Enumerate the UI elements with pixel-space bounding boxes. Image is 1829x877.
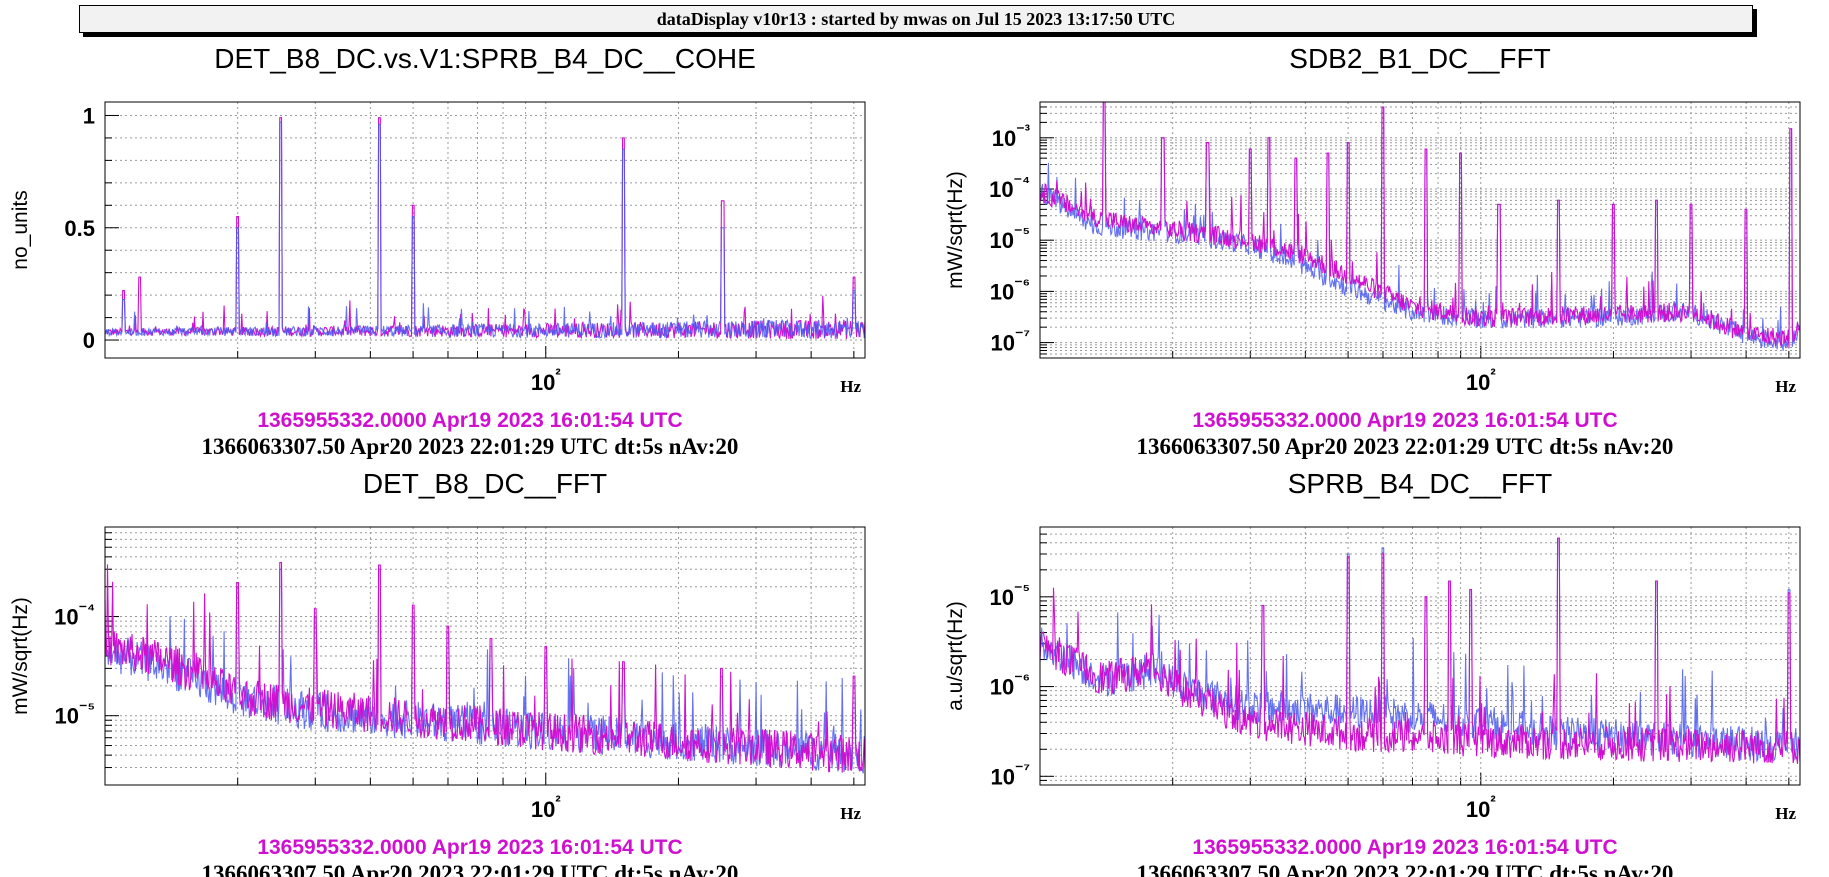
plot-frame [104,101,866,359]
reference-timestamp: 1365955332.0000 Apr19 2023 16:01:54 UTC [257,836,682,859]
y-axis-label: no_units [9,190,32,269]
current-timestamp: 1366063307.50 Apr20 2023 22:01:29 UTC dt… [1137,434,1674,459]
y-tick-label: 10⁻⁵ [990,582,1030,610]
y-axis-label: mW/sqrt(Hz) [9,597,32,715]
plot-frame [1039,526,1801,786]
y-tick-label: 10⁻⁶ [990,276,1030,304]
y-tick-label: 1 [83,103,95,128]
chart-title: DET_B8_DC__FFT [363,468,607,499]
chart-panel-1: DET_B8_DC.vs.V1:SPRB_B4_DC__COHE 0 0.5 1 10²… [9,43,866,459]
y-tick-label: 10⁻⁵ [990,225,1030,253]
series-reference-trace [1039,537,1801,764]
y-tick-label: 10⁻⁶ [990,672,1030,700]
series-reference-trace [104,562,866,773]
x-tick-label: 10² [1466,367,1496,395]
x-tick-label: 10² [531,367,561,395]
reference-timestamp: 1365955332.0000 Apr19 2023 16:01:54 UTC [1192,836,1617,859]
chart-panel-2: SDB2_B1_DC__FFT 10⁻⁷ 10⁻⁶ 10⁻⁵ 10⁻⁴ 10⁻³ 10² Hz… [944,43,1801,459]
current-timestamp: 1366063307.50 Apr20 2023 22:01:29 UTC dt… [1137,861,1674,877]
chart-title: DET_B8_DC.vs.V1:SPRB_B4_DC__COHE [214,43,756,74]
display-title: dataDisplay v10r13 : started by mwas on … [656,9,1176,29]
chart-panel-4: SPRB_B4_DC__FFT 10⁻⁷ 10⁻⁶ 10⁻⁵ 10² Hz a.u/sqrt… [944,468,1801,877]
plot-frame [1039,101,1801,359]
series-current-trace [1039,537,1801,763]
chart-title: SDB2_B1_DC__FFT [1289,43,1550,74]
y-tick-label: 0.5 [64,216,95,241]
series-reference-trace [104,117,866,340]
x-axis-unit-label: Hz [840,377,861,396]
reference-timestamp: 1365955332.0000 Apr19 2023 16:01:54 UTC [1192,409,1617,432]
y-tick-label: 10⁻⁷ [990,328,1030,356]
x-tick-label: 10² [531,794,561,822]
display-title-banner: dataDisplay v10r13 : started by mwas on … [79,5,1753,33]
y-tick-label: 10⁻³ [992,123,1030,151]
chart-title: SPRB_B4_DC__FFT [1288,468,1553,499]
y-axis-label: a.u/sqrt(Hz) [944,601,967,711]
current-timestamp: 1366063307.50 Apr20 2023 22:01:29 UTC dt… [202,434,739,459]
y-axis-label: mW/sqrt(Hz) [944,171,967,289]
plot-frame [104,526,866,786]
x-tick-label: 10² [1466,794,1496,822]
chart-panel-3: DET_B8_DC__FFT 10⁻⁵ 10⁻⁴ 10² Hz mW/sqrt(Hz) 13… [9,468,866,877]
x-axis-unit-label: Hz [840,804,861,823]
series-reference-trace [1039,101,1801,348]
x-axis-unit-label: Hz [1775,377,1796,396]
series-current-trace [104,568,866,774]
y-tick-label: 10⁻⁴ [54,602,95,630]
reference-timestamp: 1365955332.0000 Apr19 2023 16:01:54 UTC [257,409,682,432]
series-current-trace [104,121,866,340]
y-tick-label: 10⁻⁷ [990,761,1030,789]
x-axis-unit-label: Hz [1775,804,1796,823]
y-tick-label: 10⁻⁵ [55,701,95,729]
y-tick-label: 10⁻⁴ [989,174,1030,202]
y-tick-label: 0 [83,328,95,353]
current-timestamp: 1366063307.50 Apr20 2023 22:01:29 UTC dt… [202,861,739,877]
